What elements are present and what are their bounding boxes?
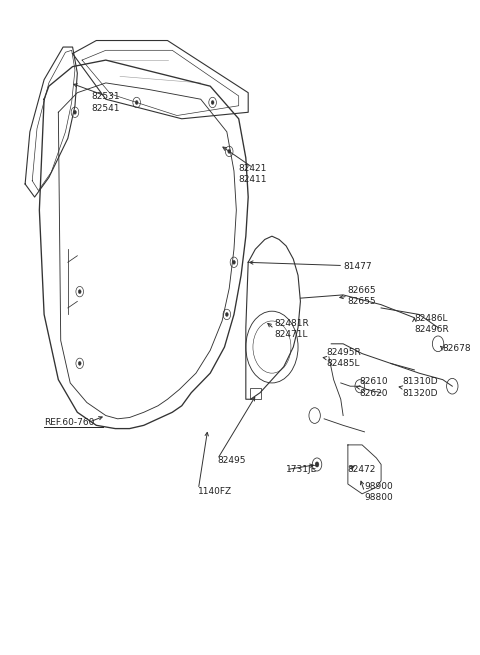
Text: 82495: 82495 [217,456,246,465]
Circle shape [228,149,230,153]
Text: 81310D
81320D: 81310D 81320D [402,377,438,398]
Text: 1731JE: 1731JE [286,465,317,474]
Text: 82472: 82472 [348,465,376,474]
Text: 1140FZ: 1140FZ [198,487,232,496]
Text: 82678: 82678 [443,344,471,353]
Circle shape [73,110,76,114]
Circle shape [78,362,81,365]
Text: 82531
82541: 82531 82541 [92,92,120,113]
Circle shape [232,260,235,264]
Text: REF.60-760: REF.60-760 [44,418,95,426]
Circle shape [226,312,228,316]
FancyBboxPatch shape [250,388,262,400]
Circle shape [211,100,214,104]
Circle shape [78,290,81,293]
Text: 82486L
82496R: 82486L 82496R [414,314,449,334]
Text: 98900
98800: 98900 98800 [364,482,393,502]
Text: 82495R
82485L: 82495R 82485L [326,348,361,368]
Text: 82481R
82471L: 82481R 82471L [274,319,309,339]
Text: 82610
82620: 82610 82620 [360,377,388,398]
Circle shape [315,462,319,467]
Text: 82665
82655: 82665 82655 [348,286,376,307]
Text: 81477: 81477 [343,263,372,271]
Circle shape [135,100,138,104]
Text: 82421
82411: 82421 82411 [239,164,267,184]
